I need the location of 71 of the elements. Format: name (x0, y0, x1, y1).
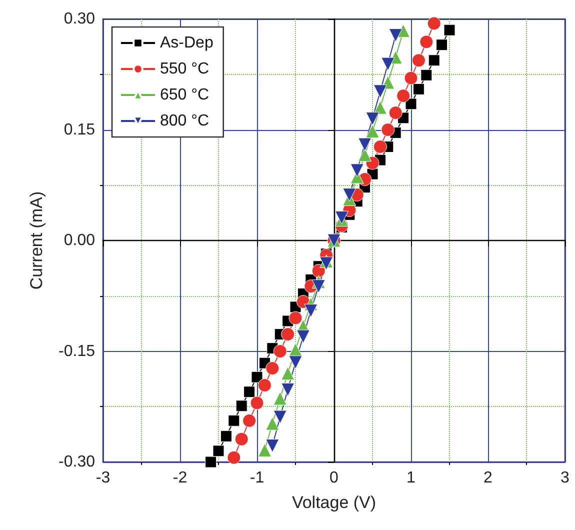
point (273, 392, 287, 406)
point (258, 378, 272, 392)
point (312, 280, 326, 294)
point (420, 69, 432, 81)
point (342, 188, 356, 202)
point (281, 328, 295, 342)
point (436, 39, 448, 51)
point (288, 356, 302, 370)
point (227, 450, 241, 464)
point (273, 410, 287, 424)
point (296, 330, 310, 344)
y-tick-label: 0.00 (64, 232, 96, 249)
point (273, 344, 287, 358)
point (428, 54, 440, 66)
point (388, 106, 402, 120)
point (266, 439, 280, 453)
point (288, 311, 302, 325)
point (266, 416, 280, 430)
point (281, 366, 295, 380)
point (381, 57, 395, 71)
point (250, 396, 264, 410)
point (281, 382, 295, 396)
point (312, 264, 326, 278)
point (242, 414, 256, 428)
x-tick-label: -3 (96, 470, 110, 486)
point (444, 24, 456, 36)
point (220, 430, 232, 442)
legend-label: 800 °C (160, 112, 210, 130)
point (205, 456, 217, 468)
point (266, 361, 280, 375)
legend-label: 550 °C (160, 60, 210, 78)
point (412, 54, 426, 68)
x-axis-title: Voltage (V) (292, 493, 376, 512)
point (381, 123, 395, 136)
point (244, 386, 256, 398)
point (304, 304, 318, 318)
point (320, 256, 334, 270)
y-axis-title: Current (mA) (27, 191, 46, 290)
point (404, 71, 418, 85)
point (258, 443, 272, 457)
point (212, 445, 224, 457)
point (350, 164, 364, 178)
point (251, 371, 263, 383)
x-tick-label: 3 (560, 470, 570, 486)
point (236, 400, 248, 412)
point (358, 138, 372, 152)
point (358, 148, 372, 162)
x-tick-label: -1 (250, 470, 264, 486)
y-tick-label: -0.30 (58, 454, 96, 470)
point (234, 432, 248, 446)
point (412, 83, 424, 95)
point (366, 112, 380, 126)
legend-label: As-Dep (160, 34, 214, 52)
x-tick-label: 2 (484, 470, 493, 486)
point (373, 84, 387, 98)
point (420, 35, 434, 49)
point (334, 210, 348, 224)
point (405, 98, 417, 110)
point (427, 16, 441, 30)
y-tick-label: -0.15 (58, 342, 96, 360)
point (388, 28, 402, 42)
y-tick-label: 0.15 (64, 121, 96, 138)
x-tick-label: 0 (330, 470, 339, 486)
legend-label: 650 °C (160, 86, 210, 104)
point (373, 140, 387, 154)
x-tick-label: -2 (172, 470, 188, 486)
point (366, 124, 380, 138)
point (228, 414, 240, 426)
point (396, 89, 410, 103)
x-tick-label: 1 (406, 470, 416, 486)
y-tick-label: 0.30 (64, 10, 96, 28)
